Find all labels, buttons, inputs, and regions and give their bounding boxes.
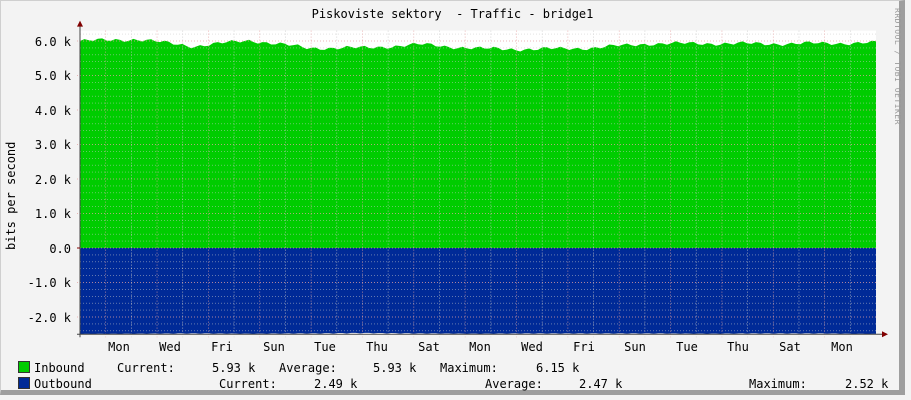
outbound-label: Outbound: [34, 377, 92, 391]
outbound-average-value: 2.47 k: [579, 377, 623, 391]
x-tick: Thu: [366, 340, 388, 354]
inbound-maximum-label: Maximum:: [440, 361, 498, 375]
x-tick: Sat: [418, 340, 440, 354]
inbound-current-label: Current:: [117, 361, 175, 375]
outbound-maximum-label: Maximum:: [749, 377, 807, 391]
x-tick: Tue: [314, 340, 336, 354]
x-tick: Wed: [521, 340, 543, 354]
x-tick: Sun: [263, 340, 285, 354]
y-tick: 5.0 k: [34, 69, 71, 83]
y-tick: -1.0 k: [27, 276, 71, 290]
outbound-current-value: 2.49 k: [314, 377, 358, 391]
y-tick: 6.0 k: [34, 35, 71, 49]
inbound-maximum-value: 6.15 k: [536, 361, 580, 375]
outbound-current-label: Current:: [219, 377, 277, 391]
y-tick: 0.0: [49, 242, 71, 256]
outbound-average-label: Average:: [485, 377, 543, 391]
x-tick: Mon: [831, 340, 853, 354]
x-tick: Fri: [211, 340, 233, 354]
x-tick: Tue: [676, 340, 698, 354]
y-tick: 3.0 k: [34, 138, 71, 152]
rrdtool-watermark: RRDTOOL / TOBI OETIKER: [893, 8, 902, 125]
x-tick: Mon: [108, 340, 130, 354]
x-tick: Sun: [624, 340, 646, 354]
inbound-average-label: Average:: [279, 361, 337, 375]
x-tick: Wed: [159, 340, 181, 354]
x-tick: Sat: [779, 340, 801, 354]
y-tick: -2.0 k: [27, 311, 71, 325]
outbound-maximum-value: 2.52 k: [845, 377, 889, 391]
inbound-current-value: 5.93 k: [212, 361, 256, 375]
inbound-swatch-icon: [18, 361, 30, 373]
y-tick: 4.0 k: [34, 104, 71, 118]
x-tick: Fri: [573, 340, 595, 354]
outbound-swatch-icon: [18, 377, 30, 389]
graph-title: Piskoviste sektory - Traffic - bridge1: [311, 7, 594, 21]
y-tick: 1.0 k: [34, 207, 71, 221]
x-tick: Mon: [469, 340, 491, 354]
y-tick: 2.0 k: [34, 173, 71, 187]
x-tick: Thu: [727, 340, 749, 354]
inbound-label: Inbound: [34, 361, 85, 375]
inbound-average-value: 5.93 k: [373, 361, 417, 375]
